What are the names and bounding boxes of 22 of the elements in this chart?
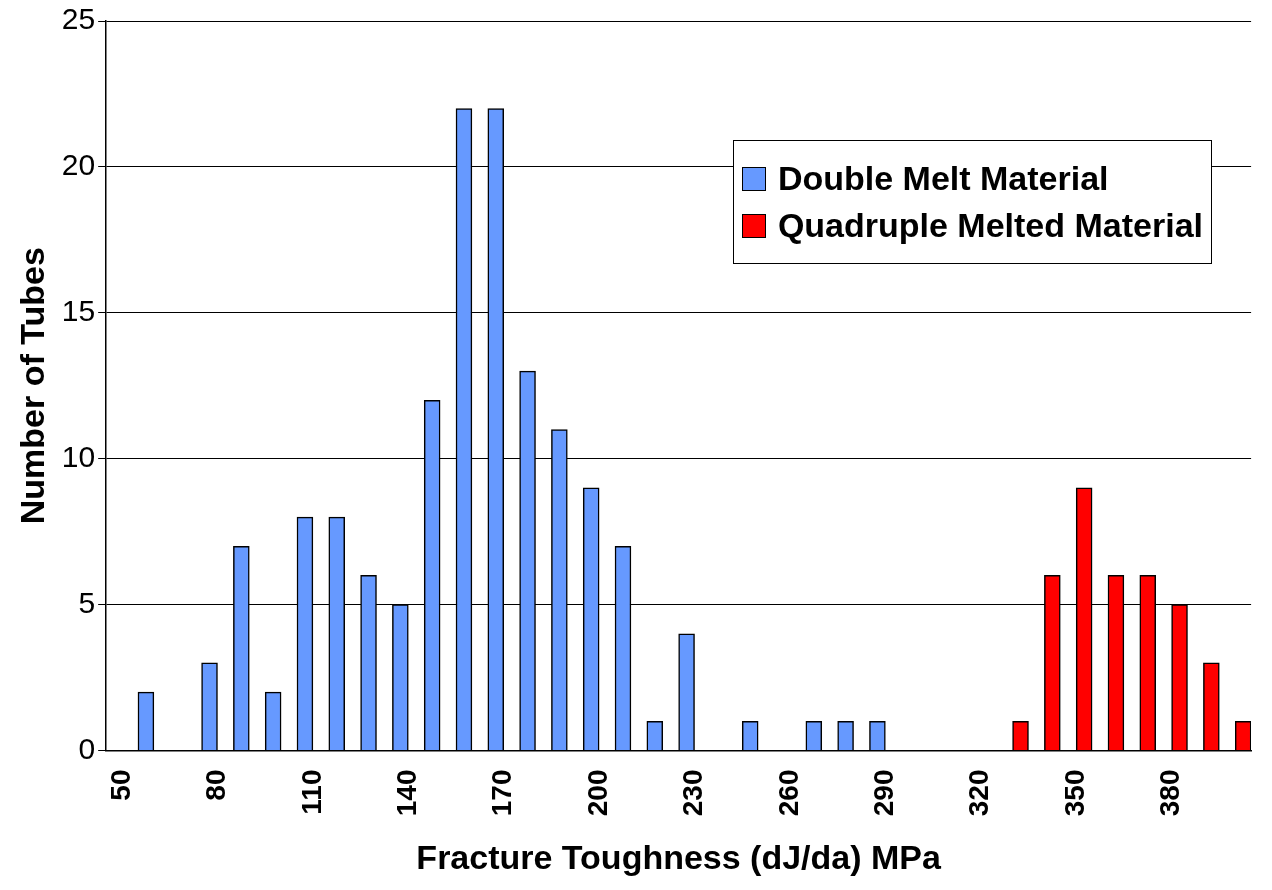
legend-label: Double Melt Material <box>777 159 1109 198</box>
y-tick-label: 25 <box>61 2 96 36</box>
x-tick-label: 80 <box>200 769 232 801</box>
y-tick-label: 5 <box>78 585 96 619</box>
x-tick-label: 230 <box>677 769 709 817</box>
x-axis-title: Fracture Toughness (dJ/da) MPa <box>416 837 943 876</box>
y-tick-label: 0 <box>78 731 96 765</box>
x-tick-label: 290 <box>868 769 900 817</box>
x-tick-label: 260 <box>772 769 804 817</box>
x-tick-label: 50 <box>104 769 136 801</box>
y-tick-label: 15 <box>61 294 96 328</box>
x-tick-label: 320 <box>963 769 995 817</box>
x-tick-label: 110 <box>295 769 327 815</box>
x-tick-label: 380 <box>1154 769 1186 817</box>
x-tick-label: 350 <box>1058 769 1090 817</box>
y-axis-title: Number of Tubes <box>12 247 51 525</box>
y-tick-label: 10 <box>61 439 96 473</box>
x-tick-label: 170 <box>486 769 518 817</box>
y-tick-label: 20 <box>61 148 96 182</box>
legend-label: Quadruple Melted Material <box>777 206 1203 245</box>
x-tick-label: 200 <box>581 769 613 817</box>
x-tick-label: 140 <box>391 769 423 817</box>
